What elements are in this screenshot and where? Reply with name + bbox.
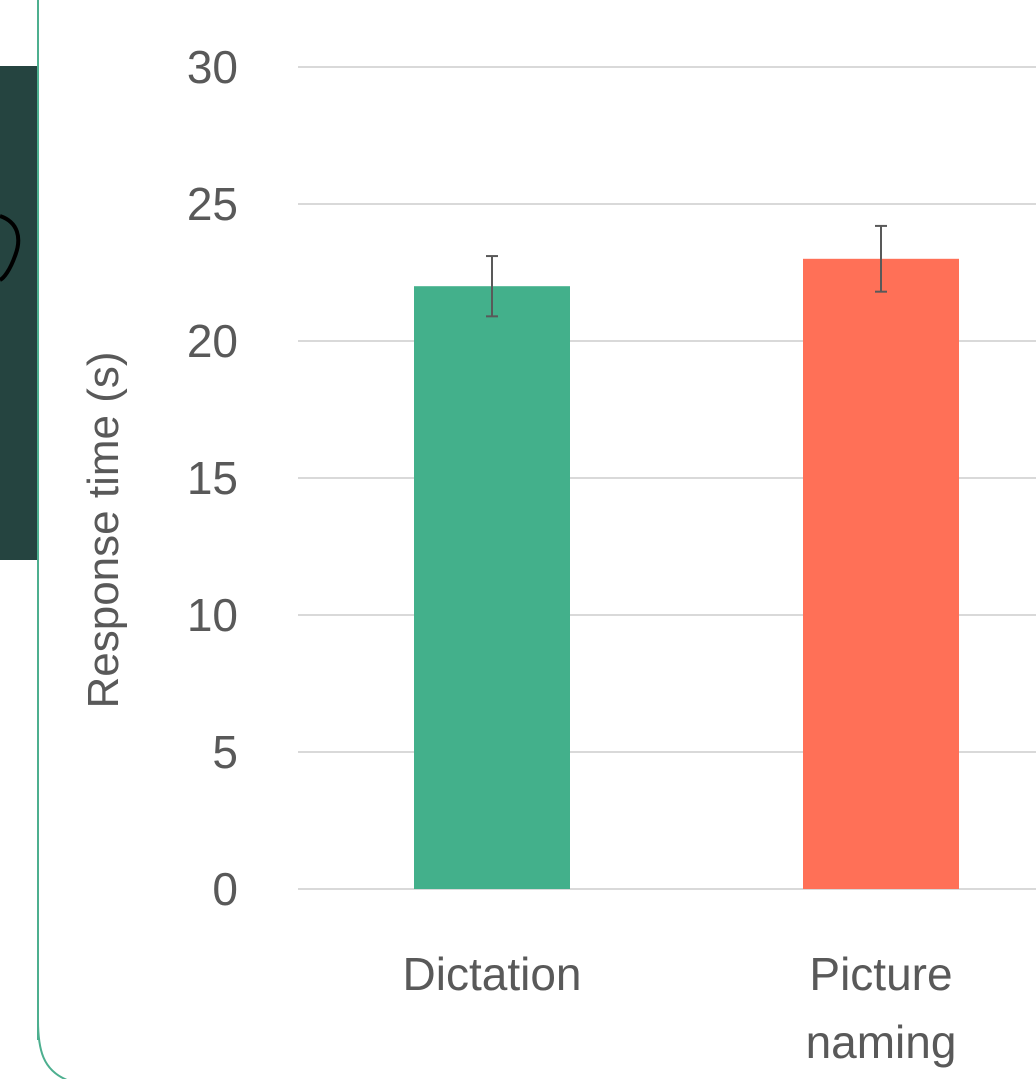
- category-label: Picture naming: [806, 948, 957, 1068]
- bars: [414, 258, 959, 889]
- y-tick-labels: 0 5 10 15 20 25 30: [187, 41, 238, 915]
- side-panel-decoration: [0, 66, 37, 560]
- x-category-labels: Dictation Picture naming: [403, 948, 957, 1068]
- y-tick-label: 10: [187, 589, 238, 641]
- y-tick-label: 5: [212, 726, 238, 778]
- y-tick-label: 15: [187, 452, 238, 504]
- bar-picture-naming: [803, 258, 959, 889]
- bar-dictation: [414, 286, 570, 889]
- y-tick-label: 30: [187, 41, 238, 93]
- error-bar: [486, 255, 498, 318]
- y-axis-title: Response time (s): [79, 351, 128, 708]
- panel-curve-icon: [0, 214, 21, 282]
- error-bar: [875, 224, 887, 293]
- y-tick-label: 25: [187, 178, 238, 230]
- y-tick-label: 0: [212, 863, 238, 915]
- y-tick-label: 20: [187, 315, 238, 367]
- error-bars: [486, 224, 887, 318]
- side-rule-line: [37, 0, 39, 1040]
- category-label: Dictation: [403, 948, 582, 1000]
- side-rule-corner: [37, 1020, 68, 1079]
